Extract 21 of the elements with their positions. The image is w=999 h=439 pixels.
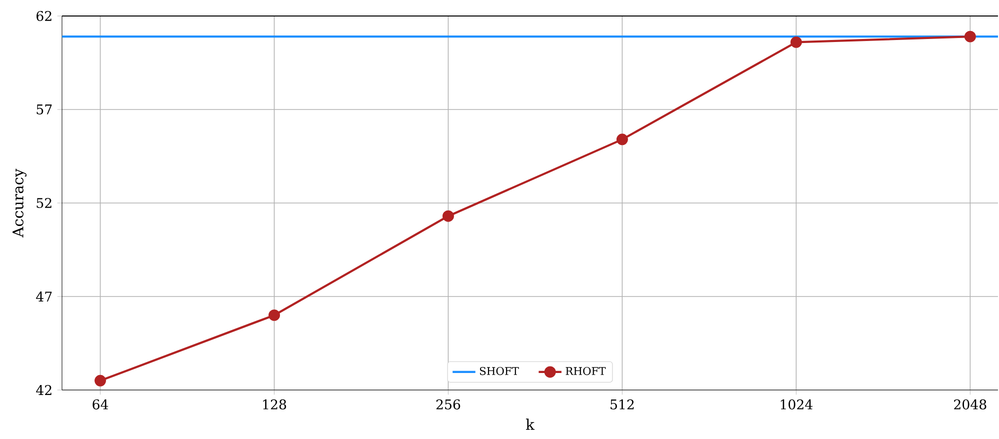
- y-axis-title: Accuracy: [12, 168, 27, 238]
- point: [268, 309, 280, 321]
- point: [964, 30, 976, 42]
- x-tick-label: 64: [92, 399, 108, 410]
- x-axis-title: k: [526, 418, 535, 430]
- point: [94, 374, 106, 386]
- y-tick-label: 47: [36, 292, 52, 302]
- y-tick-label: 52: [36, 198, 52, 208]
- y-tick-label: 42: [36, 385, 52, 395]
- point: [616, 134, 628, 146]
- point: [442, 210, 454, 222]
- x-tick-label: 512: [610, 399, 634, 410]
- y-tick-label: 57: [36, 104, 52, 114]
- y-tick-label: 62: [36, 10, 52, 22]
- x-tick-label: 1024: [780, 399, 812, 410]
- x-tick-label: 256: [436, 399, 460, 410]
- legend-label: RHOFT: [566, 366, 606, 376]
- legend-label: SHOFT: [480, 366, 519, 376]
- x-tick-label: 2048: [954, 399, 986, 410]
- point: [790, 36, 802, 48]
- x-tick-label: 128: [263, 399, 286, 410]
